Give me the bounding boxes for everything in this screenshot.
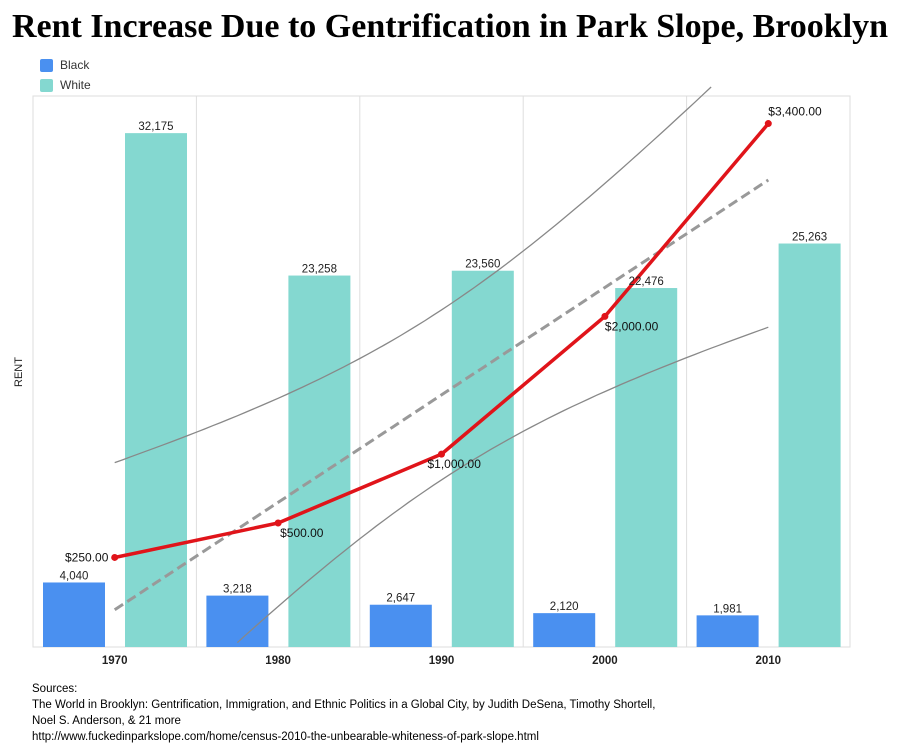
axes: 1970 1980 1990 2000 2010 RENT <box>13 357 781 667</box>
bar-white-2000 <box>615 288 678 647</box>
chart-svg: 4,040 32,175 3,218 23,258 2,647 23,560 2,120 22… <box>13 86 851 667</box>
x-tick-label-1980: 1980 <box>265 655 291 667</box>
bar-label-white-1980: 23,258 <box>302 264 337 276</box>
trend-lower-confidence-line <box>236 326 769 644</box>
bar-label-black-1970: 4,040 <box>60 570 89 582</box>
chart-title: Rent Increase Due to Gentrification in P… <box>11 8 889 45</box>
bar-label-white-2000: 22,476 <box>629 276 664 288</box>
rent-label-1990: $1,000.00 <box>428 457 482 471</box>
bar-white-1990 <box>451 270 514 647</box>
rent-label-2000: $2,000.00 <box>605 319 659 333</box>
sources-note: Sources: The World in Brooklyn: Gentrifi… <box>32 681 655 745</box>
bar-label-white-1990: 23,560 <box>465 259 500 271</box>
rent-point-2010 <box>764 120 772 128</box>
data-labels: 4,040 32,175 3,218 23,258 2,647 23,560 2,120 22… <box>60 105 828 616</box>
legend-item-white[interactable]: White <box>40 75 91 95</box>
bar-label-white-1970: 32,175 <box>138 121 173 133</box>
legend-item-black[interactable]: Black <box>40 55 91 75</box>
rent-point-1980 <box>274 519 282 527</box>
bar-black-2010 <box>696 615 759 647</box>
rent-line-series <box>111 120 772 561</box>
bar-label-black-1990: 2,647 <box>386 593 415 605</box>
bar-label-black-2010: 1,981 <box>713 603 742 615</box>
rent-point-2000 <box>601 312 609 320</box>
sources-heading: Sources: <box>32 683 78 695</box>
legend: Black White <box>40 55 91 95</box>
y-axis-label: RENT <box>13 357 25 387</box>
bar-label-black-2000: 2,120 <box>550 601 579 613</box>
bar-label-white-2010: 25,263 <box>792 232 827 244</box>
bar-label-black-1980: 3,218 <box>223 584 252 596</box>
rent-point-1970 <box>111 553 119 561</box>
sources-line-2: Noel S. Anderson, & 21 more <box>32 715 181 727</box>
trend-upper-confidence-line <box>114 86 712 464</box>
sources-line-3: http://www.fuckedinparkslope.com/home/ce… <box>32 731 539 743</box>
legend-label-black: Black <box>60 58 90 72</box>
legend-swatch-white <box>40 78 53 92</box>
legend-label-white: White <box>60 78 91 92</box>
bar-black-1970 <box>43 582 105 647</box>
bar-black-1980 <box>206 595 269 647</box>
grid <box>32 95 851 648</box>
x-tick-label-1970: 1970 <box>102 655 128 667</box>
x-tick-label-1990: 1990 <box>429 655 455 667</box>
bar-black-1990 <box>369 604 432 647</box>
bar-black-2000 <box>533 613 596 647</box>
x-tick-label-2010: 2010 <box>756 655 782 667</box>
bar-white-1970 <box>125 133 187 647</box>
rent-label-1980: $500.00 <box>280 526 324 540</box>
rent-label-2010: $3,400.00 <box>768 105 822 119</box>
bar-white-1980 <box>288 275 351 647</box>
legend-swatch-black <box>40 58 53 72</box>
sources-line-1: The World in Brooklyn: Gentrification, I… <box>32 699 656 711</box>
rent-point-1990 <box>438 450 445 458</box>
x-tick-label-2000: 2000 <box>592 655 618 667</box>
rent-label-1970: $250.00 <box>65 550 109 564</box>
bars <box>43 133 841 647</box>
bar-white-2010 <box>778 243 841 647</box>
plot-frame <box>32 95 851 648</box>
